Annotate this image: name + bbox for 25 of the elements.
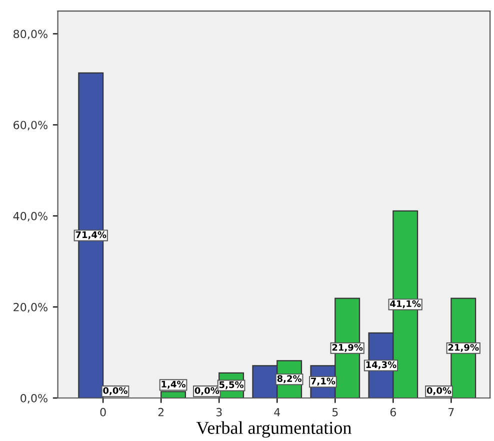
x-tick-label: 4: [274, 408, 280, 416]
x-axis-title: Verbal argumentation: [196, 421, 352, 438]
x-tick-label: 3: [216, 408, 222, 416]
data-label: 21,9%: [332, 344, 363, 352]
data-label: 71,4%: [76, 231, 106, 240]
x-tick-label: 5: [332, 408, 338, 416]
data-label: 41,1%: [390, 300, 421, 308]
y-tick-label: 20,0%: [14, 302, 48, 312]
y-tick-label: 40,0%: [13, 212, 48, 222]
data-label: 14,3%: [366, 361, 396, 370]
data-label: 0,0%: [103, 387, 128, 396]
data-label: 1,4%: [162, 380, 186, 389]
data-label: 5,5%: [219, 381, 244, 390]
x-tick-label: 7: [448, 408, 454, 416]
x-tick-label: 0: [100, 408, 106, 416]
x-tick-label: 6: [390, 408, 396, 416]
y-tick-label: 80,0%: [14, 30, 48, 40]
data-label: 8,2%: [277, 375, 302, 384]
x-tick-label: 2: [158, 408, 164, 416]
data-label: 0,0%: [194, 387, 220, 396]
y-tick-label: 0,0%: [20, 394, 48, 404]
data-label: 0,0%: [426, 387, 452, 396]
y-tick-label: 60,0%: [14, 120, 48, 130]
data-label: 21,9%: [448, 344, 479, 352]
data-label: 7,1%: [311, 378, 336, 386]
